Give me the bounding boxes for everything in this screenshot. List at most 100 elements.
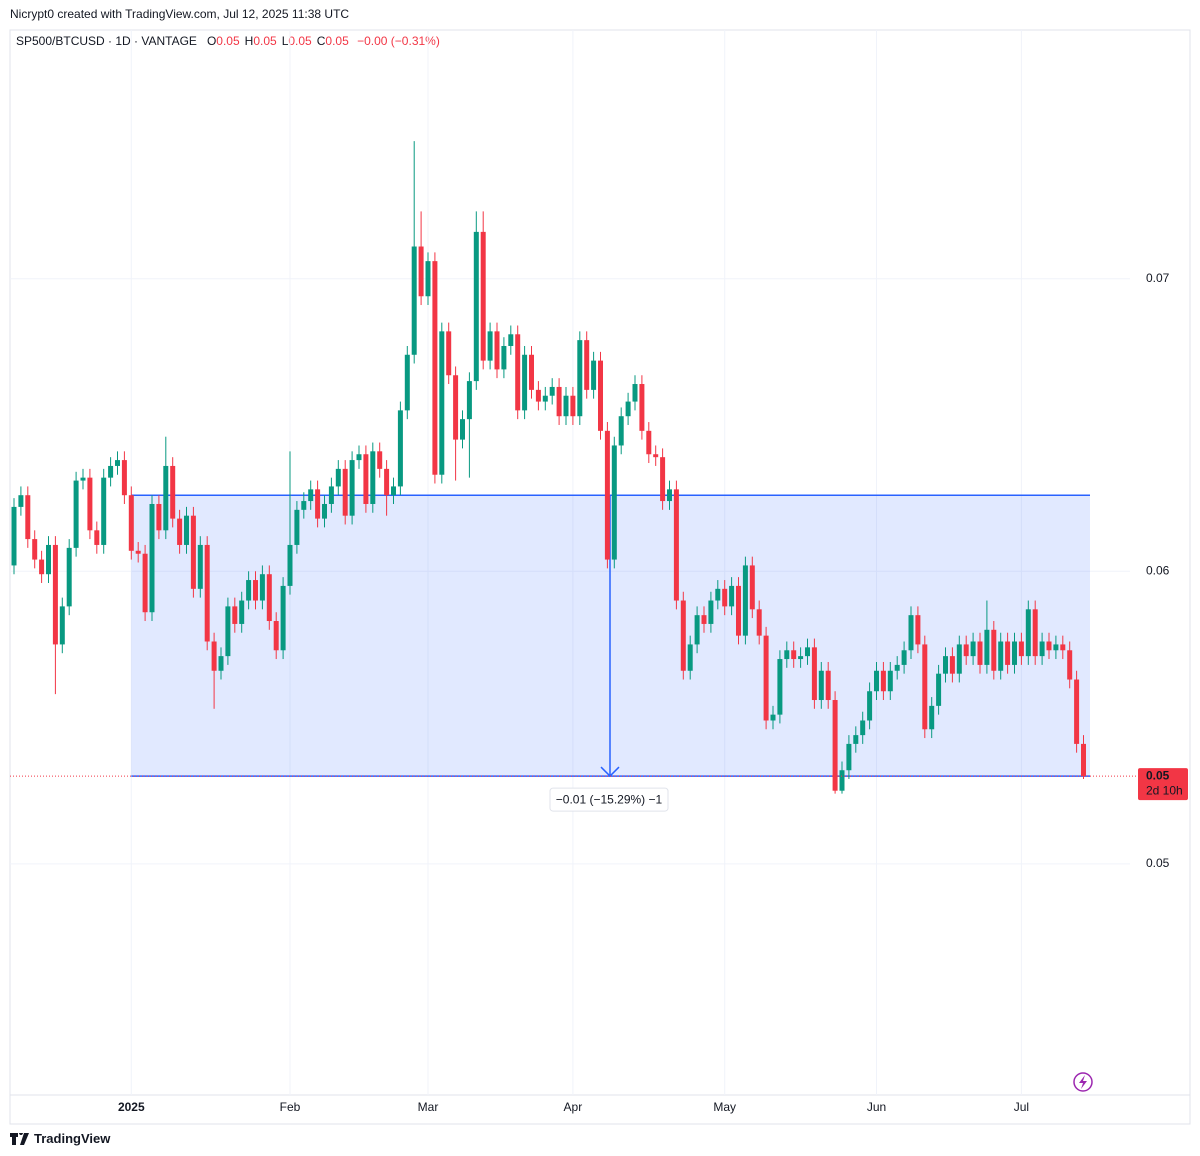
candle-body	[832, 700, 838, 791]
candle-body	[929, 705, 935, 730]
x-tick-label: Mar	[418, 1100, 439, 1114]
field-key: O	[206, 34, 217, 48]
candle-body	[1032, 609, 1038, 657]
candle-body	[280, 585, 286, 651]
candle-body	[184, 515, 189, 545]
candle-body	[736, 585, 741, 636]
candle-body	[1025, 609, 1031, 657]
brand: TradingView	[34, 1131, 111, 1146]
candle-body	[487, 331, 493, 361]
y-tick-label: 0.05	[1146, 856, 1170, 870]
candle-body	[170, 465, 176, 519]
candle-body	[515, 334, 521, 411]
candle-body	[901, 650, 907, 665]
candle-body	[749, 565, 755, 610]
x-tick-label: Jun	[867, 1100, 886, 1114]
candle-body	[791, 650, 797, 660]
candle-body	[239, 600, 245, 624]
candle-body	[66, 547, 72, 607]
candle-body	[798, 656, 804, 660]
candle-body	[232, 606, 238, 624]
candle-body	[294, 509, 300, 545]
candle-body	[197, 544, 203, 589]
footer: TradingView	[10, 1131, 110, 1146]
field-value: 0.05	[253, 34, 277, 48]
candle-body	[308, 489, 314, 502]
candle-body	[577, 340, 583, 417]
candle-body	[529, 354, 534, 390]
candle-body	[625, 401, 631, 417]
candle-body	[839, 770, 845, 791]
x-tick-label: May	[713, 1100, 736, 1114]
candle-body	[59, 606, 65, 645]
candles	[11, 141, 1086, 794]
candle-body	[991, 629, 997, 671]
candle-body	[466, 381, 472, 420]
candle-body	[860, 720, 866, 736]
candle-body	[756, 609, 762, 636]
candle-body	[87, 477, 93, 531]
candle-body	[404, 354, 410, 411]
candle-body	[439, 331, 445, 475]
candle-body	[584, 340, 590, 390]
candle-body	[570, 395, 576, 417]
candle-body	[943, 656, 948, 674]
candle-body	[135, 550, 141, 554]
candle-body	[805, 647, 810, 657]
candle-body	[604, 430, 610, 560]
field-key: L	[281, 34, 289, 48]
candle-body	[818, 670, 824, 701]
candle-body	[460, 419, 465, 440]
candle-body	[646, 430, 652, 455]
candle-body	[1039, 641, 1045, 657]
candle-body	[177, 518, 183, 545]
candle-body	[418, 246, 424, 297]
field-key: H	[244, 34, 254, 48]
lightning-icon	[1073, 1072, 1093, 1092]
candle-body	[763, 635, 769, 721]
candle-body	[101, 477, 107, 545]
candle-body	[432, 261, 438, 475]
field-value: 0.05	[325, 34, 349, 48]
candle-body	[1018, 641, 1024, 657]
candle-body	[121, 460, 127, 496]
candle-body	[108, 465, 114, 478]
ohlc-fields: O0.05 H0.05 L0.05 C0.05	[207, 34, 354, 48]
candle-body	[225, 606, 231, 657]
candle-body	[384, 468, 390, 496]
field-value: 0.05	[288, 34, 312, 48]
candle-body	[887, 670, 893, 692]
candle-body	[266, 574, 272, 622]
candle-body	[363, 454, 369, 504]
candle-body	[908, 615, 914, 651]
candle-body	[446, 331, 452, 376]
candle-body	[880, 670, 886, 692]
candle-body	[1053, 644, 1059, 651]
candle-body	[115, 460, 120, 466]
candle-body	[653, 454, 659, 458]
candle-body	[977, 641, 983, 665]
candle-body	[922, 644, 928, 730]
candle-body	[508, 334, 514, 346]
candle-body	[563, 395, 569, 417]
candle-body	[708, 600, 714, 624]
countdown: 2d 10h	[1146, 783, 1183, 797]
candle-body	[39, 559, 45, 575]
candle-body	[287, 544, 293, 586]
candle-body	[535, 389, 541, 402]
candle-body	[301, 501, 307, 510]
candle-body	[370, 451, 376, 504]
candle-body	[770, 714, 776, 721]
candle-body	[46, 544, 51, 575]
candle-body	[825, 670, 831, 701]
candle-body	[687, 644, 693, 671]
y-tick-label: 0.07	[1146, 271, 1170, 285]
candle-body	[73, 480, 79, 548]
candle-body	[1067, 650, 1073, 680]
candle-body	[722, 588, 728, 607]
candle-body	[18, 495, 24, 507]
candle-body	[660, 457, 666, 502]
candle-body	[25, 495, 31, 540]
